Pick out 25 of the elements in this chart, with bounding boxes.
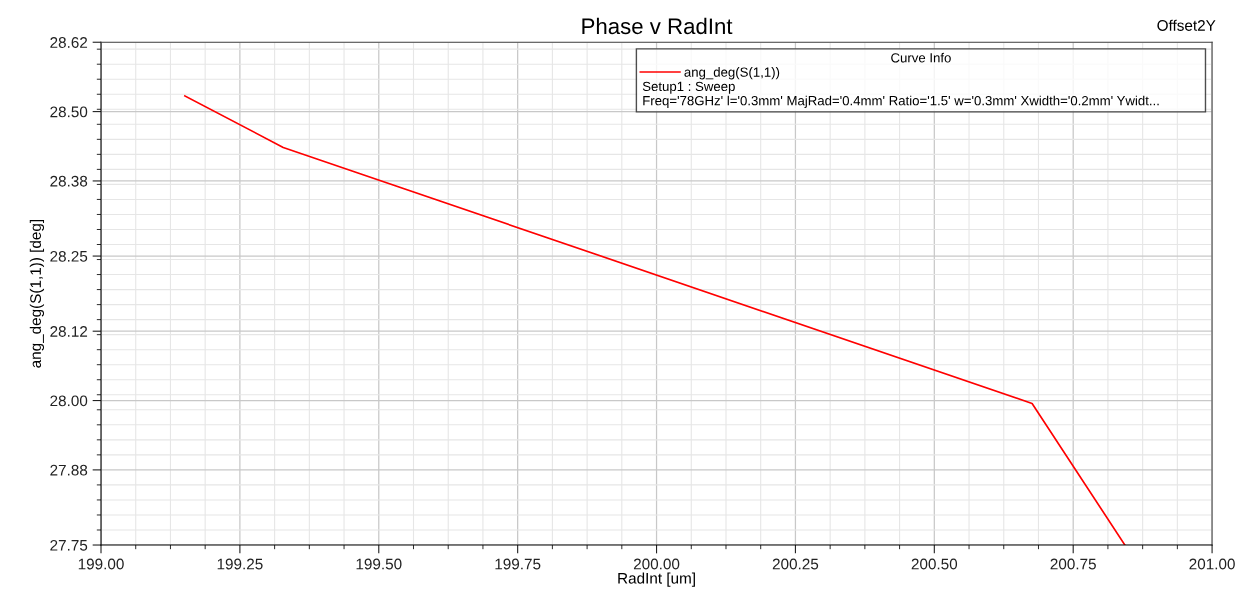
x-tick-label: 200.50	[911, 558, 958, 570]
legend-title: Curve Info	[891, 52, 951, 63]
y-tick-label: 28.62	[50, 37, 88, 48]
y-tick-label: 28.38	[50, 175, 88, 187]
y-tick-label: 28.50	[50, 106, 88, 118]
y-tick-label: 28.25	[50, 250, 88, 262]
x-tick-label: 199.75	[495, 558, 541, 570]
x-tick-label: 200.00	[633, 558, 680, 570]
x-axis-title: RadInt [um]	[618, 572, 695, 587]
y-tick-label: 27.88	[50, 464, 88, 476]
y-axis-title: ang_deg(S(1,1)) [deg]	[29, 219, 45, 368]
chart-title: Phase v RadInt	[582, 17, 733, 35]
x-tick-label: 200.75	[1050, 558, 1096, 570]
y-tick-label: 28.00	[50, 395, 88, 407]
x-tick-label: 201.00	[1189, 558, 1235, 570]
annotation: Freq='78GHz' l='0.3mm' MajRad='0.4mm' Ratio='1.5' w='0.3mm' Xwidth='0.2mm' Ywidt...	[643, 95, 1159, 108]
y-tick-label: 27.75	[50, 539, 88, 551]
x-tick-label: 199.50	[356, 558, 402, 570]
y-tick-label: 28.12	[50, 326, 88, 337]
x-tick-label: 199.00	[78, 558, 124, 570]
x-tick-label: 199.25	[217, 558, 263, 570]
text: Offset2Y	[1157, 19, 1216, 31]
legend-label: ang_deg(S(1,1))	[684, 67, 780, 80]
annotation: Setup1 : Sweep	[642, 81, 735, 94]
x-tick-label: 200.25	[772, 558, 819, 570]
